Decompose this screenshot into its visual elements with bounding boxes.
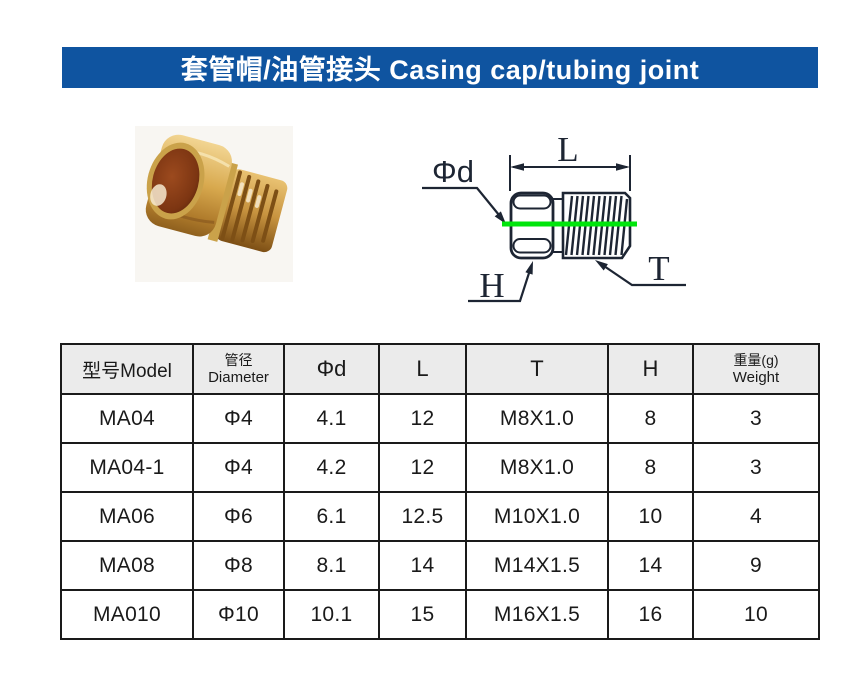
cell-diameter: Φ4 — [192, 442, 285, 493]
cell-model: MA04-1 — [60, 442, 194, 493]
cell-diameter: Φ6 — [192, 491, 285, 542]
cell-H: 8 — [607, 442, 694, 493]
cell-diameter: Φ4 — [192, 393, 285, 444]
photo-hex-cap — [145, 134, 232, 237]
col-header-phi-d: Φd — [283, 343, 380, 395]
cell-H: 16 — [607, 589, 694, 640]
cell-model: MA06 — [60, 491, 194, 542]
table-row: MA08 Φ8 8.1 14 M14X1.5 14 9 — [60, 540, 820, 591]
cell-weight: 3 — [692, 393, 820, 444]
cell-L: 12 — [378, 442, 467, 493]
cell-phi-d: 4.1 — [283, 393, 380, 444]
cell-T: M8X1.0 — [465, 442, 609, 493]
cell-weight: 3 — [692, 442, 820, 493]
cell-L: 12 — [378, 393, 467, 444]
phi-d-arrow-icon — [494, 211, 506, 224]
cell-L: 15 — [378, 589, 467, 640]
col-header-weight: 重量(g) Weight — [692, 343, 820, 395]
cell-H: 8 — [607, 393, 694, 444]
H-arrow-icon — [525, 261, 533, 275]
col-header-diameter-zh: 管径 — [224, 352, 253, 368]
table-row: MA06 Φ6 6.1 12.5 M10X1.0 10 4 — [60, 491, 820, 542]
cell-T: M14X1.5 — [465, 540, 609, 591]
dimension-arrow-right-icon — [616, 163, 630, 171]
col-header-weight-en: Weight — [732, 369, 780, 386]
T-arrow-icon — [595, 260, 608, 271]
cell-T: M8X1.0 — [465, 393, 609, 444]
cell-phi-d: 6.1 — [283, 491, 380, 542]
col-header-diameter-en: Diameter — [208, 369, 269, 386]
dimension-arrow-left-icon — [510, 163, 524, 171]
T-label: T — [648, 249, 669, 288]
cell-model: MA04 — [60, 393, 194, 444]
col-header-H: H — [607, 343, 694, 395]
cell-weight: 9 — [692, 540, 820, 591]
cell-phi-d: 4.2 — [283, 442, 380, 493]
cell-L: 14 — [378, 540, 467, 591]
col-header-T: T — [465, 343, 609, 395]
title-bar: 套管帽/油管接头 Casing cap/tubing joint — [62, 47, 818, 88]
cell-diameter: Φ8 — [192, 540, 285, 591]
cell-H: 10 — [607, 491, 694, 542]
page-title: 套管帽/油管接头 Casing cap/tubing joint — [180, 55, 700, 85]
table-row: MA04 Φ4 4.1 12 M8X1.0 8 3 — [60, 393, 820, 444]
H-label: H — [479, 266, 504, 305]
cell-T: M16X1.5 — [465, 589, 609, 640]
cell-diameter: Φ10 — [192, 589, 285, 640]
hex-bottom-facet — [512, 238, 552, 254]
T-leader-line — [603, 265, 686, 287]
cell-phi-d: 10.1 — [283, 589, 380, 640]
H-leader-line — [468, 272, 531, 303]
phi-d-label: Φd — [432, 154, 474, 189]
cell-weight: 4 — [692, 491, 820, 542]
table-row: MA010 Φ10 10.1 15 M16X1.5 16 10 — [60, 589, 820, 640]
cell-phi-d: 8.1 — [283, 540, 380, 591]
col-header-weight-zh: 重量(g) — [733, 352, 779, 368]
col-header-model: 型号Model — [60, 343, 194, 395]
hex-top-facet — [512, 194, 552, 210]
cell-weight: 10 — [692, 589, 820, 640]
photo-highlight — [150, 184, 167, 206]
cell-model: MA08 — [60, 540, 194, 591]
phi-d-leader-line — [422, 186, 500, 216]
L-label: L — [557, 130, 578, 169]
cell-T: M10X1.0 — [465, 491, 609, 542]
col-header-diameter: 管径 Diameter — [192, 343, 285, 395]
cell-H: 14 — [607, 540, 694, 591]
col-header-L: L — [378, 343, 467, 395]
table-row: MA04-1 Φ4 4.2 12 M8X1.0 8 3 — [60, 442, 820, 493]
tech-diagram: L Φd H T — [422, 130, 686, 305]
cell-L: 12.5 — [378, 491, 467, 542]
photo-thread-section — [215, 169, 288, 253]
spec-table: 型号Model 管径 Diameter Φd L T H 重量(g) Weigh… — [60, 343, 820, 640]
product-photo — [135, 126, 293, 282]
cell-model: MA010 — [60, 589, 194, 640]
table-header-row: 型号Model 管径 Diameter Φd L T H 重量(g) Weigh… — [60, 343, 820, 395]
